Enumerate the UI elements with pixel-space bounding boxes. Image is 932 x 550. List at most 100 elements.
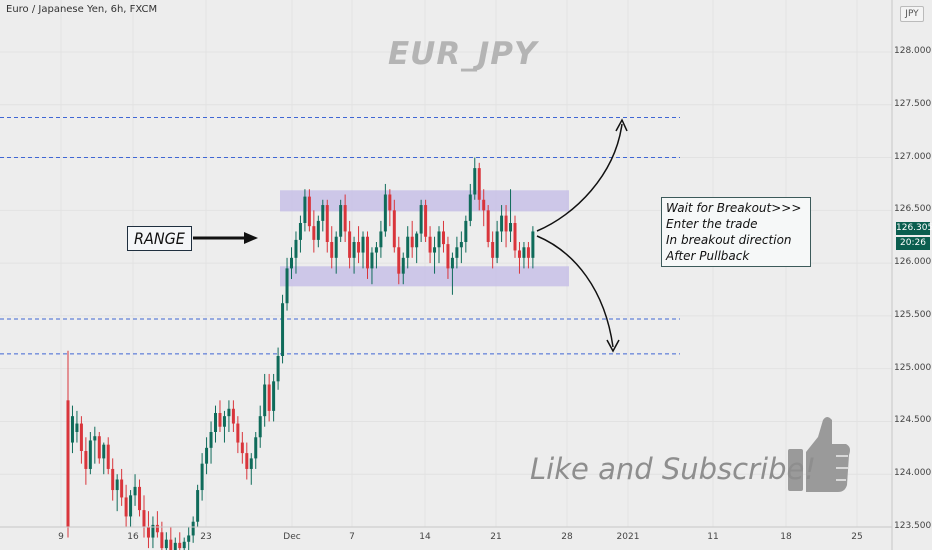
candle [79,416,83,464]
candle [339,199,343,242]
range-zones [280,190,569,287]
candle [97,432,101,464]
symbol-info: Euro / Japanese Yen, 6h, FXCM [6,4,158,15]
last-price-tag: 126.305 [896,222,932,235]
candle [187,527,191,550]
candle [272,373,276,422]
candle [495,220,499,264]
candle [298,215,302,253]
candle [379,220,383,258]
candle [312,210,316,253]
candle [321,199,325,232]
candle [254,432,258,469]
candle [276,347,280,390]
price-tick-label: 124.500 [894,415,932,426]
candle [531,226,535,269]
candle [164,532,168,550]
candle [93,426,97,464]
time-tick-label: 9 [58,532,64,542]
candle [334,231,338,274]
price-tick-label: 125.000 [894,362,932,373]
candle [115,474,119,512]
candle [517,242,521,274]
candle [240,432,244,464]
candle [361,231,365,269]
candle [509,189,513,242]
price-tick-label: 125.500 [894,309,932,320]
candle [209,421,213,464]
arrow-right-icon [193,232,258,244]
candle [424,199,428,242]
time-tick-label: 7 [349,532,355,542]
candle [281,294,285,364]
candle [307,189,311,232]
candle [84,437,88,485]
candle [446,236,450,279]
candle [482,189,486,227]
subscribe-text: Like and Subscribe! [530,452,816,486]
candle [357,226,361,264]
candle [129,490,133,527]
price-tick-label: 127.500 [894,98,932,109]
candle [106,437,110,475]
candle [155,511,159,538]
time-tick-label: 25 [851,532,863,542]
candle [200,453,204,501]
candle [406,226,410,269]
price-tick-label: 126.000 [894,257,932,268]
note-line: Wait for Breakout>>> [666,201,802,215]
candle [227,400,231,432]
candle [433,236,437,274]
time-tick-label: 2021 [616,532,640,542]
candle [392,199,396,253]
candle [222,410,226,443]
candle [178,532,182,550]
candle [133,474,137,506]
candle [236,416,240,454]
candle [160,521,164,550]
breakout-note: Wait for Breakout>>> Enter the trade In … [661,197,811,267]
candle [245,442,249,480]
time-tick-label: 23 [200,532,212,542]
candle [455,236,459,269]
time-tick-label: 18 [780,532,792,542]
candle [388,189,392,227]
candle [330,226,334,269]
candle [111,458,115,501]
price-tick-label: 128.000 [894,46,932,56]
candle [365,231,369,279]
candle [419,199,423,242]
candle [374,242,378,269]
time-tick-label: 14 [419,532,431,542]
candle [468,183,472,227]
candle [214,405,218,443]
candlestick-series [66,157,535,550]
candle [464,215,468,253]
candle [477,162,481,211]
time-tick-label: 28 [561,532,573,542]
candle [343,194,347,242]
curved-arrow-up-icon [536,118,628,232]
currency-button[interactable]: JPY [900,6,924,22]
candle [120,468,124,506]
candle [370,247,374,285]
candle [169,527,173,550]
candle [383,183,387,237]
candle [191,516,195,543]
candle [348,220,352,269]
note-line: Enter the trade [666,217,758,231]
candle [473,157,477,200]
candle [75,410,79,443]
candle [450,252,454,295]
candle [151,516,155,549]
curved-arrow-down-icon [536,235,620,353]
candle [294,231,298,274]
price-tick-label: 123.500 [894,521,932,531]
time-tick-label: 11 [707,532,719,542]
candle [267,373,271,422]
range-zone [280,190,569,212]
price-tick-label: 126.500 [894,204,932,215]
candle [303,189,307,232]
candle [513,215,517,258]
